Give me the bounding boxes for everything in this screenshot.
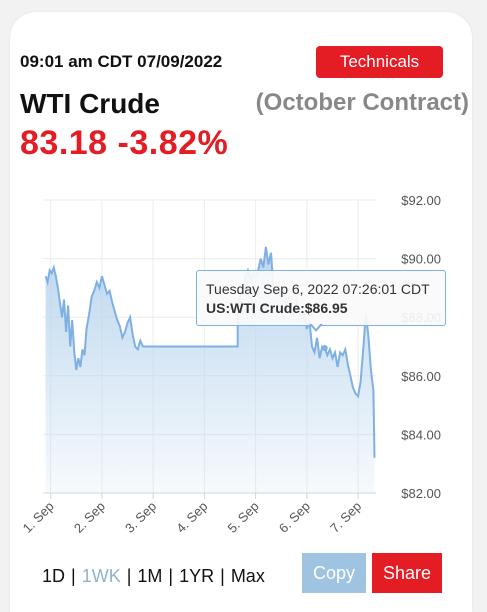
- y-axis: $92.00$90.00$88.00$86.00$84.00$82.00: [401, 193, 441, 501]
- y-tick-label: $90.00: [401, 252, 441, 267]
- range-1m[interactable]: 1M: [137, 566, 163, 586]
- copy-button[interactable]: Copy: [302, 553, 366, 593]
- quote-timestamp: 09:01 am CDT 07/09/2022: [20, 52, 223, 71]
- x-tick-label: 3. Sep: [122, 499, 159, 536]
- range-separator: |: [168, 566, 174, 586]
- range-1d[interactable]: 1D: [42, 566, 66, 586]
- x-tick-label: 7. Sep: [327, 499, 364, 536]
- y-tick-label: $86.00: [401, 369, 441, 384]
- x-tick-label: 6. Sep: [276, 499, 313, 536]
- range-selector: 1D | 1WK | 1M | 1YR | Max: [42, 566, 265, 587]
- share-button[interactable]: Share: [372, 553, 442, 593]
- tooltip-pointer-fill: [310, 323, 321, 329]
- hover-point: [321, 344, 328, 351]
- chart-tooltip: Tuesday Sep 6, 2022 07:26:01 CDT US:WTI …: [196, 270, 446, 326]
- y-tick-label: $84.00: [401, 427, 441, 442]
- y-tick-label: $92.00: [401, 193, 441, 208]
- contract-label: (October Contract): [255, 89, 469, 116]
- range-separator: |: [220, 566, 225, 586]
- tooltip-value-row: US:WTI Crude:$86.95: [206, 299, 445, 318]
- range-separator: |: [71, 566, 76, 586]
- x-tick-label: 1. Sep: [20, 499, 57, 536]
- price-change: 83.18 -3.82%: [20, 124, 229, 162]
- range-1yr[interactable]: 1YR: [179, 566, 215, 586]
- x-tick-label: 4. Sep: [173, 499, 210, 536]
- tooltip-series-label: US:WTI Crude:: [206, 300, 305, 316]
- tooltip-datetime: Tuesday Sep 6, 2022 07:26:01 CDT: [206, 281, 430, 297]
- range-1wk[interactable]: 1WK: [81, 566, 121, 586]
- x-tick-label: 2. Sep: [71, 499, 108, 536]
- x-tick-label: 5. Sep: [225, 499, 262, 536]
- instrument-title: WTI Crude: [20, 88, 160, 119]
- x-axis: 1. Sep 2. Sep 3. Sep 4. Sep 5. Sep 6. Sep 7. S…: [20, 493, 364, 536]
- y-tick-label: $82.00: [401, 486, 441, 501]
- technicals-button[interactable]: Technicals: [316, 46, 443, 78]
- range-separator: |: [126, 566, 132, 586]
- tooltip-value: $86.95: [304, 300, 348, 316]
- range-max[interactable]: Max: [230, 566, 265, 586]
